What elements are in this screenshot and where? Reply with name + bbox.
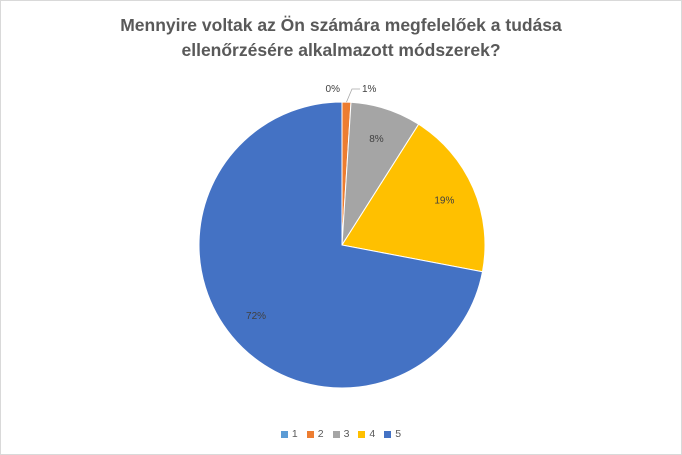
legend-swatch-1 — [280, 430, 288, 438]
legend-swatch-2 — [306, 430, 314, 438]
legend-item-5: 5 — [384, 428, 401, 440]
legend-swatch-5 — [384, 430, 392, 438]
legend-label-4: 4 — [369, 428, 376, 440]
data-label-1: 0% — [326, 84, 341, 95]
data-label-4: 19% — [434, 196, 454, 207]
pie-slice-5 — [198, 101, 484, 389]
legend-item-3: 3 — [332, 428, 350, 440]
chart-title-line-1: Mennyire voltak az Ön számára megfelelőe… — [120, 15, 562, 35]
pie-slice-4 — [341, 123, 486, 273]
data-label-2: 1% — [362, 84, 377, 95]
legend-label-2: 2 — [317, 428, 324, 440]
data-label-3: 8% — [369, 134, 384, 145]
chart-title: Mennyire voltak az Ön számára megfelelőe… — [1, 13, 681, 63]
legend-label-1: 1 — [291, 428, 298, 440]
chart-title-line-2: ellenőrzésére alkalmazott módszerek? — [181, 40, 501, 60]
legend-item-1: 1 — [280, 428, 298, 440]
chart-legend: 1 2 3 4 5 — [1, 428, 681, 440]
legend-item-4: 4 — [358, 428, 375, 440]
legend-swatch-3 — [332, 430, 340, 438]
data-label-5: 72% — [246, 311, 266, 322]
legend-label-5: 5 — [395, 428, 402, 440]
leader-line-2 — [346, 88, 360, 103]
legend-label-3: 3 — [343, 428, 350, 440]
legend-item-2: 2 — [306, 428, 324, 440]
legend-swatch-4 — [358, 430, 366, 438]
